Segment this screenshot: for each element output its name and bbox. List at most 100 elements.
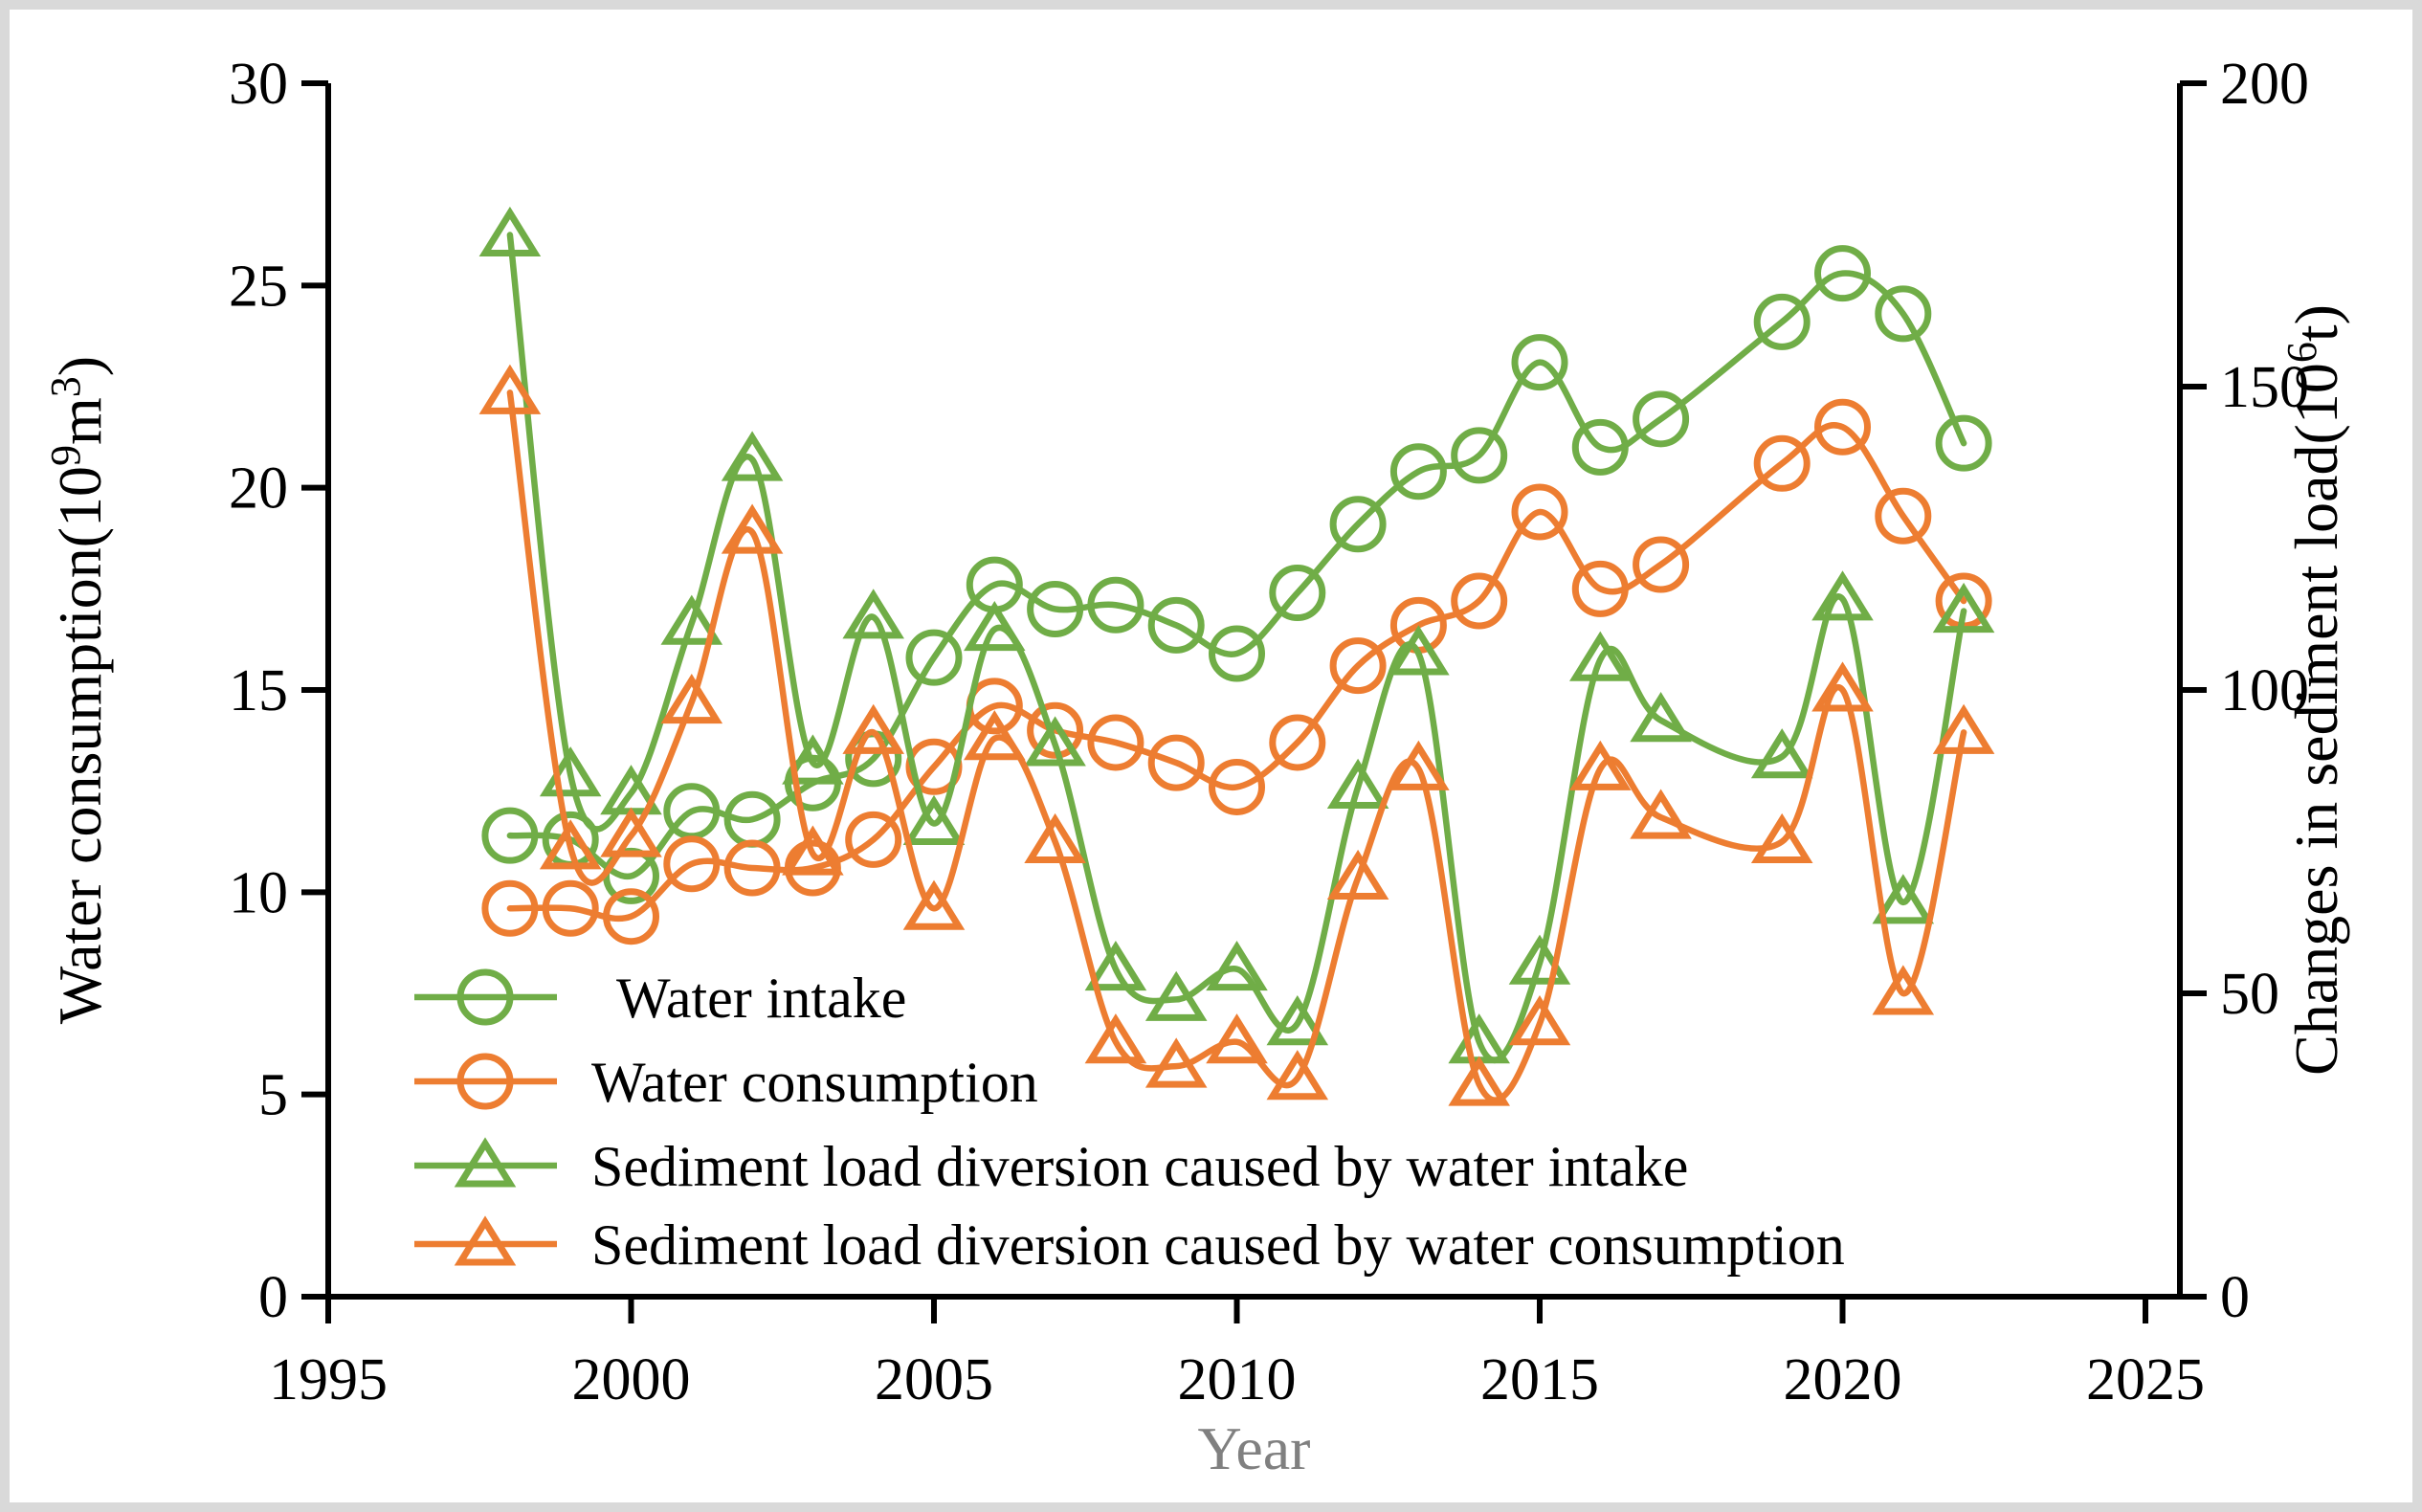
series-marker-4: [1206, 1013, 1268, 1064]
series-marker-4: [1326, 849, 1389, 901]
series-marker-4: [1569, 740, 1632, 790]
series-marker-1: [1027, 580, 1084, 637]
series-marker-4: [842, 703, 904, 754]
legend-label: Water consumption: [591, 1051, 1038, 1114]
series-marker-1: [1087, 576, 1144, 634]
series-marker-2: [603, 888, 659, 945]
legend-label: Water intake: [616, 967, 906, 1030]
series-marker-4: [1448, 1056, 1510, 1106]
right-axis-tick-label: 0: [2220, 1265, 2250, 1330]
series-marker-2: [1451, 572, 1508, 630]
series-marker-3: [1206, 940, 1268, 991]
series-marker-4: [1388, 740, 1450, 790]
right-axis-tick-label: 150: [2220, 355, 2309, 420]
series-marker-3: [1508, 934, 1571, 985]
left-axis-title: Water consumption(109​m3​): [42, 356, 114, 1024]
series-marker-4: [902, 879, 966, 930]
left-axis-tick-label: 30: [229, 52, 288, 117]
legend-label: Sediment load diversion caused by water …: [591, 1135, 1688, 1198]
x-axis-tick-label: 2025: [2086, 1347, 2205, 1412]
series-marker-3: [1388, 625, 1450, 676]
series-marker-1: [1935, 414, 1992, 472]
series-line-1: [506, 270, 1967, 879]
series-marker-1: [1451, 427, 1508, 484]
series-marker-1: [1633, 390, 1690, 448]
series-marker-4: [721, 503, 784, 554]
series-marker-2: [1269, 714, 1326, 771]
x-axis-tick-label: 2005: [875, 1347, 993, 1412]
left-axis-tick-label: 20: [229, 456, 288, 522]
series-marker-3: [1630, 692, 1692, 743]
series-marker-1: [1269, 565, 1326, 622]
series-marker-2: [1571, 560, 1629, 617]
legend-item: Water consumption: [414, 1051, 1038, 1114]
series-marker-3: [1750, 728, 1813, 779]
series-marker-2: [1027, 701, 1084, 759]
series-marker-3: [1084, 940, 1147, 991]
series-marker-4: [1144, 1037, 1208, 1088]
series-marker-3: [1811, 570, 1874, 621]
legend-item: Water intake: [414, 967, 906, 1030]
series-marker-1: [1753, 293, 1811, 350]
series-marker-1: [1875, 285, 1932, 343]
series-marker-4: [1084, 1013, 1147, 1064]
series-line-4: [506, 389, 1967, 1103]
left-axis-tick-label: 10: [229, 860, 288, 925]
left-axis-tick-label: 5: [258, 1063, 288, 1128]
legend-label: Sediment load diversion caused by water …: [591, 1213, 1845, 1277]
x-axis-tick-label: 2015: [1480, 1347, 1599, 1412]
series-marker-2: [845, 811, 902, 868]
series-marker-2: [723, 839, 781, 897]
legend-marker: [456, 1053, 514, 1110]
series-marker-1: [1511, 334, 1568, 391]
legend-item: Sediment load diversion caused by water …: [414, 1213, 1845, 1277]
series-marker-4: [964, 710, 1026, 761]
series-marker-2: [1147, 734, 1205, 791]
right-axis-title: Changes in sediment load(106​t): [2278, 304, 2350, 1076]
series-marker-3: [1569, 631, 1632, 681]
series-marker-2: [1511, 483, 1568, 541]
series-marker-1: [481, 807, 539, 864]
series-marker-3: [721, 431, 784, 481]
series-line-2: [506, 422, 1967, 923]
series-marker-1: [1814, 245, 1871, 302]
series-marker-4: [1750, 812, 1813, 863]
series-marker-4: [600, 807, 662, 857]
series-marker-4: [1932, 703, 1995, 754]
series-marker-4: [478, 364, 542, 414]
series-marker-2: [1753, 434, 1811, 492]
series-marker-3: [660, 594, 723, 645]
series-marker-2: [1329, 637, 1387, 695]
series-marker-3: [842, 589, 904, 639]
series-marker-2: [1814, 398, 1871, 456]
legend-item: Sediment load diversion caused by water …: [414, 1135, 1688, 1198]
legend-marker: [454, 1137, 517, 1188]
series-marker-4: [782, 825, 844, 876]
series-marker-2: [1087, 714, 1144, 771]
legend-marker: [454, 1215, 517, 1266]
series-marker-4: [1508, 995, 1571, 1046]
series-marker-3: [1872, 874, 1935, 924]
series-marker-3: [1932, 582, 1995, 634]
series-marker-1: [1147, 596, 1205, 654]
x-axis-tick-label: 2000: [572, 1347, 691, 1412]
series-marker-2: [1209, 758, 1265, 815]
x-axis-tick-label: 2010: [1178, 1347, 1297, 1412]
series-marker-2: [1875, 487, 1932, 545]
right-axis-tick-label: 50: [2220, 962, 2279, 1027]
series-line-3: [506, 232, 1967, 1064]
x-axis-tick-label: 1995: [269, 1347, 388, 1412]
series-marker-4: [1266, 1050, 1329, 1101]
series-marker-2: [1633, 536, 1690, 593]
legend-marker: [456, 968, 514, 1026]
series-marker-4: [539, 819, 602, 870]
right-axis-tick-label: 100: [2220, 658, 2309, 723]
left-axis-tick-label: 15: [229, 658, 288, 723]
series-marker-4: [1630, 789, 1692, 839]
series-marker-1: [1571, 418, 1629, 476]
left-axis-tick-label: 0: [258, 1265, 288, 1330]
series-marker-4: [1872, 965, 1935, 1015]
series-marker-1: [1389, 443, 1447, 500]
